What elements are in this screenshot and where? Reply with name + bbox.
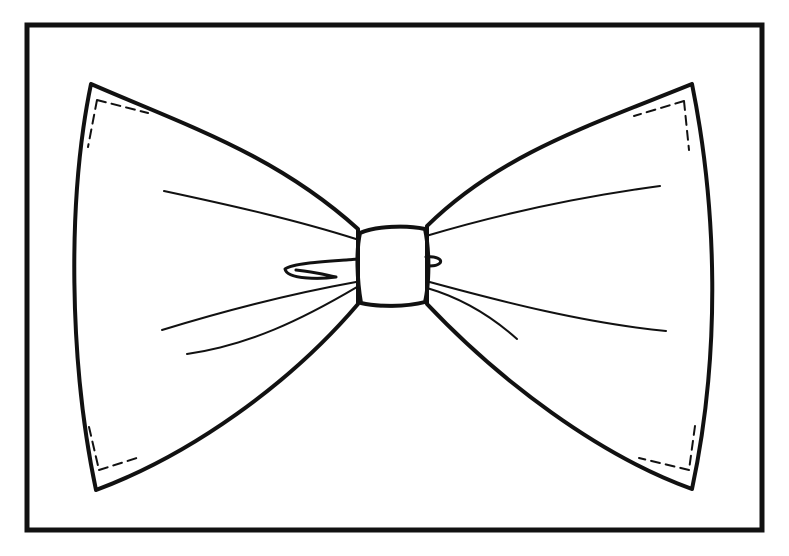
- left-wing-outline: [72, 82, 360, 492]
- right-wing-outline: [425, 82, 715, 491]
- right-lower-fold-line-1: [425, 280, 667, 332]
- left-lower-fold-line-2: [186, 286, 358, 355]
- right-top-stitch: [633, 100, 690, 151]
- left-bottom-stitch: [88, 426, 141, 471]
- left-upper-fold-line: [163, 190, 357, 240]
- left-loop-tail: [283, 257, 360, 280]
- left-top-stitch: [87, 99, 149, 148]
- right-lower-fold-line-2: [426, 287, 518, 340]
- left-lower-fold-line-1: [161, 281, 357, 331]
- right-upper-fold-line: [425, 185, 661, 237]
- right-bottom-stitch: [638, 425, 696, 471]
- center-knot: [355, 224, 431, 308]
- right-loop-tail: [424, 255, 443, 268]
